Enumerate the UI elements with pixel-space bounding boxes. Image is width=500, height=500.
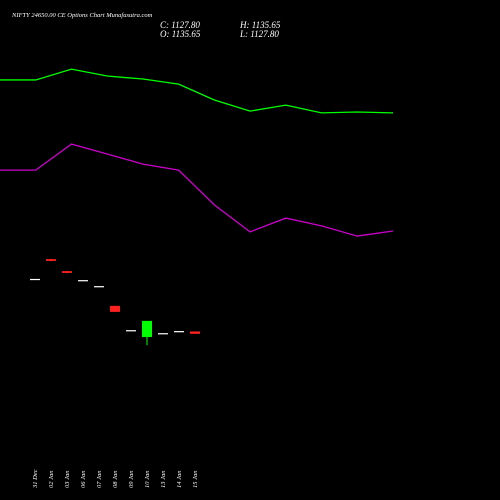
chart-title: NIFTY 24650.00 CE Options Chart Munafasu…	[11, 12, 153, 19]
candle-body	[30, 278, 40, 281]
close-label: C: 1127.80	[160, 20, 200, 30]
x-tick-label: 09 Jan	[128, 470, 135, 488]
candle-body	[46, 259, 56, 261]
indicator-line	[0, 68, 394, 114]
x-tick-label: 06 Jan	[80, 470, 87, 488]
high-label: H: 1135.65	[239, 20, 281, 30]
x-tick-label: 03 Jan	[64, 470, 71, 488]
candle-body	[110, 305, 120, 312]
x-tick-label: 13 Jan	[160, 470, 167, 488]
x-tick-label: 15 Jan	[192, 470, 199, 488]
x-tick-label: 08 Jan	[112, 470, 119, 488]
candle-body	[190, 331, 200, 334]
x-tick-label: 07 Jan	[96, 470, 103, 488]
candle-body	[158, 333, 168, 335]
indicator-line	[0, 143, 394, 237]
x-tick-label: 10 Jan	[144, 470, 151, 488]
candle-body	[62, 271, 72, 273]
candle-body	[78, 280, 88, 282]
x-tick-label: 02 Jan	[48, 470, 55, 488]
candle-body	[126, 330, 136, 332]
x-tick-label: 14 Jan	[176, 470, 183, 488]
candle-body	[94, 286, 104, 288]
candle-body	[142, 320, 152, 338]
low-label: L: 1127.80	[239, 29, 279, 39]
candle-body	[174, 331, 184, 333]
x-tick-label: 31 Dec	[32, 469, 39, 489]
open-label: O: 1135.65	[160, 29, 201, 39]
